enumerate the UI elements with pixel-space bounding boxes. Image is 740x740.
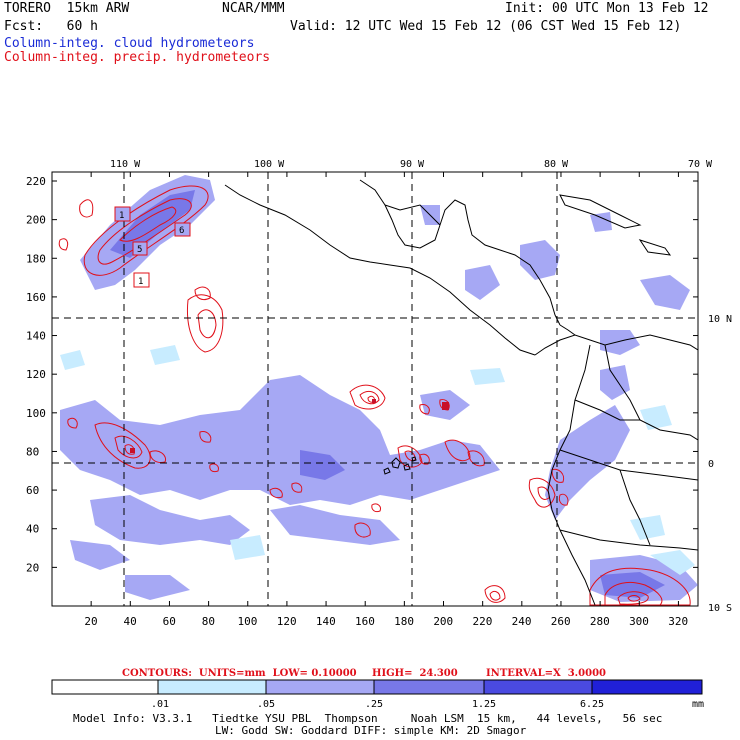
precip-cores <box>130 399 449 453</box>
colorbar-label: .01 <box>151 699 169 710</box>
y-tick-label: 160 <box>26 291 46 304</box>
colorbar-bin <box>373 679 485 695</box>
storm-marker-label: 1 <box>119 211 124 221</box>
physics-info: LW: Godd SW: Goddard DIFF: simple KM: 2D… <box>215 724 527 737</box>
colorbar-bin <box>265 679 375 695</box>
y-tick-label: 200 <box>26 214 46 227</box>
x-tick-label: 220 <box>472 615 492 628</box>
colorbar-label: 6.25 <box>580 699 604 710</box>
y-tick-label: 220 <box>26 175 46 188</box>
lon-label: 80 W <box>544 159 569 170</box>
forecast-hour: Fcst: 60 h <box>4 19 98 34</box>
model-title: TORERO 15km ARW <box>4 1 130 16</box>
storm-markers: 1 5 6 1 <box>114 206 191 288</box>
colorbar-bin <box>591 679 703 695</box>
field-cloud-label: Column-integ. cloud hydrometeors <box>4 36 255 51</box>
colorbar: .01 .05 .25 1.25 6.25 mm <box>51 679 704 710</box>
y-tick-label: 40 <box>26 523 39 536</box>
y-tick-label: 20 <box>26 561 39 574</box>
x-tick-label: 40 <box>124 615 137 628</box>
init-time: Init: 00 UTC Mon 13 Feb 12 <box>505 1 709 16</box>
x-tick-label: 80 <box>202 615 215 628</box>
storm-marker: 1 <box>133 272 150 288</box>
colorbar-unit: mm <box>692 699 704 710</box>
lon-labels: 110 W 100 W 90 W 80 W 70 W <box>110 159 713 170</box>
storm-marker: 1 <box>114 206 131 222</box>
x-tick-label: 60 <box>163 615 176 628</box>
storm-marker: 6 <box>174 222 191 237</box>
colorbar-bin <box>483 679 593 695</box>
coastlines <box>224 179 698 606</box>
lat-label: 0 <box>708 459 714 470</box>
x-tick-label: 20 <box>84 615 97 628</box>
y-tick-label: 140 <box>26 330 46 343</box>
x-tick-label: 120 <box>277 615 297 628</box>
x-tick-label: 100 <box>238 615 258 628</box>
storm-marker-label: 1 <box>138 277 143 287</box>
lon-label: 110 W <box>110 159 141 170</box>
lon-label: 70 W <box>688 159 713 170</box>
y-tick-label: 100 <box>26 407 46 420</box>
y-tick-label: 180 <box>26 252 46 265</box>
x-tick-label: 320 <box>668 615 688 628</box>
lat-label: 10 S <box>708 603 732 614</box>
x-axis: 20 40 60 80 100 120 140 160 180 200 220 240 260 280 30… <box>84 172 688 628</box>
storm-marker-label: 6 <box>179 226 184 236</box>
x-tick-label: 160 <box>355 615 375 628</box>
lon-label: 90 W <box>400 159 425 170</box>
storm-marker-label: 5 <box>137 245 142 255</box>
latlon-grid <box>52 172 698 606</box>
colorbar-bin <box>51 679 159 695</box>
y-axis: 220 200 180 160 140 120 100 80 60 40 20 <box>26 175 698 574</box>
x-tick-label: 180 <box>394 615 414 628</box>
x-tick-label: 280 <box>590 615 610 628</box>
storm-marker: 5 <box>132 241 148 256</box>
x-tick-label: 140 <box>316 615 336 628</box>
model-info: Model Info: V3.3.1 Tiedtke YSU PBL Thomp… <box>73 712 663 725</box>
colorbar-label: 1.25 <box>472 699 496 710</box>
y-tick-label: 120 <box>26 368 46 381</box>
contours-interval: INTERVAL=X 3.0000 <box>486 668 606 679</box>
x-tick-label: 260 <box>551 615 571 628</box>
contours-units: CONTOURS: UNITS=mm LOW= 0.10000 <box>122 668 357 679</box>
organization: NCAR/MMM <box>222 1 285 16</box>
lat-label: 10 N <box>708 314 732 325</box>
x-tick-label: 240 <box>512 615 532 628</box>
contours-high: HIGH= 24.300 <box>372 668 458 679</box>
precip-contours <box>58 185 691 606</box>
y-tick-label: 60 <box>26 484 39 497</box>
lat-labels: 10 N 0 10 S <box>708 314 732 614</box>
colorbar-bin <box>157 679 267 695</box>
colorbar-label: .25 <box>365 699 383 710</box>
lon-label: 100 W <box>254 159 285 170</box>
x-tick-label: 200 <box>433 615 453 628</box>
y-tick-label: 80 <box>26 445 39 458</box>
valid-time: Valid: 12 UTC Wed 15 Feb 12 (06 CST Wed … <box>290 19 682 34</box>
field-precip-label: Column-integ. precip. hydrometeors <box>4 50 271 65</box>
x-tick-label: 300 <box>629 615 649 628</box>
colorbar-label: .05 <box>257 699 275 710</box>
